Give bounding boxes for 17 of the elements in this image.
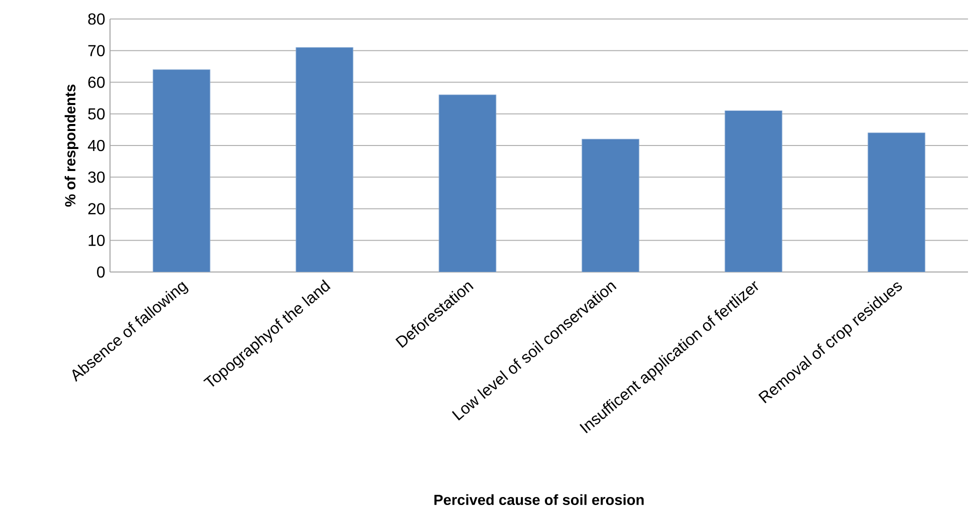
bar bbox=[868, 132, 926, 272]
bar bbox=[582, 138, 640, 272]
bar bbox=[296, 47, 354, 272]
y-tick-label: 50 bbox=[88, 108, 105, 120]
bar bbox=[152, 69, 210, 272]
y-axis-title: % of respondents bbox=[64, 84, 78, 207]
y-tick-label: 60 bbox=[88, 76, 105, 88]
y-tick-label: 40 bbox=[88, 140, 105, 152]
bar bbox=[438, 94, 496, 272]
y-tick-label: 30 bbox=[88, 171, 105, 183]
x-axis-title: Percived cause of soil erosion bbox=[434, 494, 644, 506]
y-tick-label: 70 bbox=[88, 44, 105, 56]
bar bbox=[724, 110, 782, 272]
y-tick-label: 80 bbox=[88, 13, 105, 25]
y-tick-label: 0 bbox=[97, 266, 105, 278]
y-tick-label: 20 bbox=[88, 203, 105, 214]
y-tick-label: 10 bbox=[88, 234, 105, 246]
